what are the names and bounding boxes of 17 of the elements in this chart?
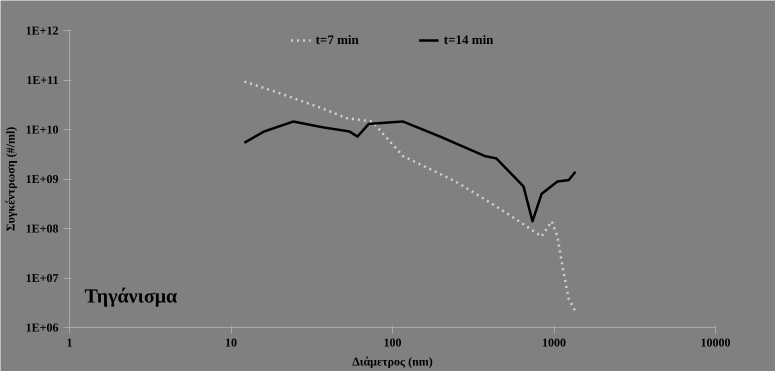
x-tick-label: 1 (66, 336, 72, 350)
legend-label: t=14 min (444, 32, 494, 48)
y-tick-label: 1E+06 (26, 320, 58, 334)
y-tick-label: 1E+07 (26, 271, 58, 285)
y-tick-label: 1E+10 (26, 122, 58, 136)
x-tick-label: 10000 (700, 336, 730, 350)
legend-label: t=7 min (316, 32, 359, 48)
x-tick-label: 10 (225, 336, 237, 350)
y-axis-title: Συγκέντρωση (#/ml) (4, 126, 18, 232)
y-tick-label: 1E+08 (26, 222, 58, 236)
annotation: Τηγάνισμα (84, 286, 178, 308)
x-tick-label: 1000 (542, 336, 566, 350)
y-tick-label: 1E+11 (26, 73, 59, 87)
x-tick-label: 100 (384, 336, 402, 350)
y-tick-label: 1E+12 (26, 24, 58, 38)
y-tick-label: 1E+09 (26, 172, 58, 186)
x-axis-title: Διάμετρος (nm) (352, 354, 433, 368)
